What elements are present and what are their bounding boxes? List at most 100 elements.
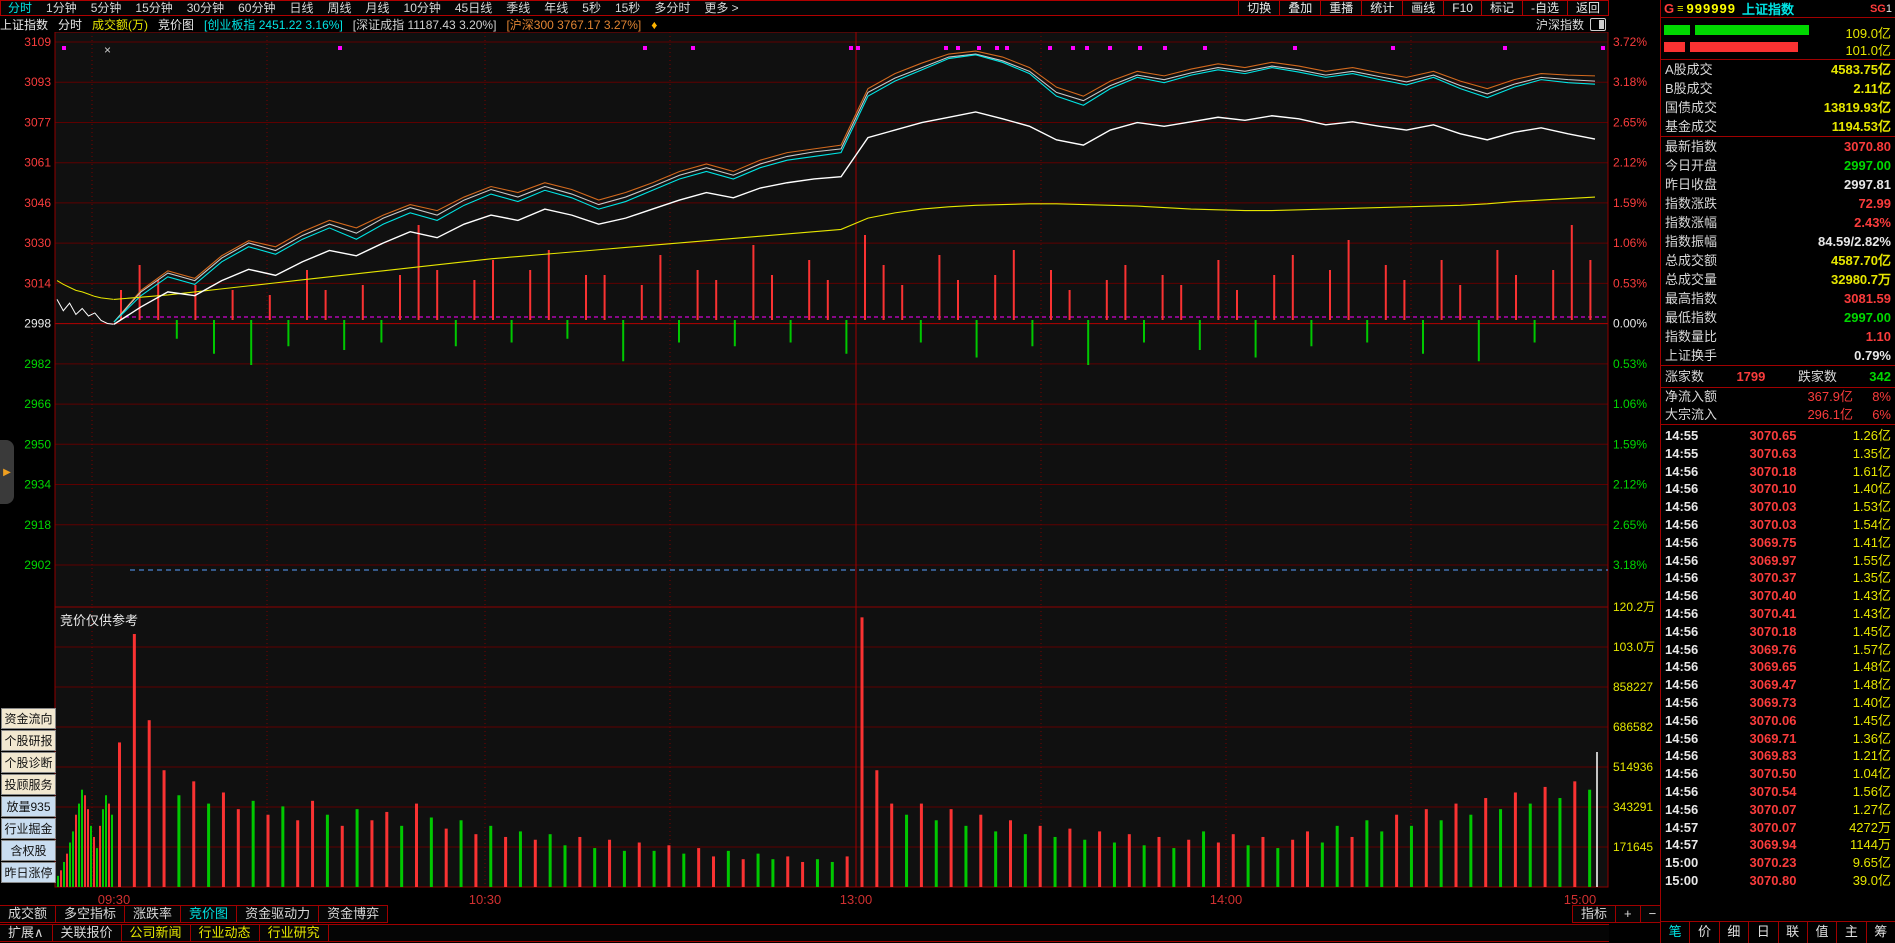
strength-bar-segment bbox=[1664, 42, 1685, 52]
period-menu-item[interactable]: 季线 bbox=[506, 1, 531, 15]
period-menu-item[interactable]: 分时 bbox=[8, 1, 33, 15]
chart-svg[interactable]: 3109 3.72% 3093 3.18% 3077 2.65% 3061 2.12% 3046… bbox=[0, 31, 1659, 907]
panel-tab[interactable]: 值 bbox=[1808, 922, 1838, 943]
tick-time: 14:56 bbox=[1665, 783, 1699, 799]
tick-price: 3069.73 bbox=[1749, 694, 1797, 710]
signal-dot bbox=[1293, 46, 1297, 50]
period-menu-item[interactable]: 年线 bbox=[544, 1, 569, 15]
bottom-tab[interactable]: 资金博弈 bbox=[319, 906, 389, 922]
stock-code: 999999 bbox=[1686, 1, 1736, 16]
toolbar-button[interactable]: 切换 bbox=[1238, 1, 1279, 15]
period-menu-item[interactable]: 5秒 bbox=[582, 1, 601, 15]
row-label: A股成交 bbox=[1665, 62, 1713, 77]
stock-name: 上证指数 bbox=[1741, 2, 1794, 17]
time-axis-label: 13:00 bbox=[840, 892, 873, 905]
bottom-tab[interactable]: 扩展∧ bbox=[0, 925, 53, 941]
buy-amount: 109.0亿 bbox=[1845, 26, 1891, 41]
tick-list[interactable]: 14:55 3070.65 1.26亿 14:55 3070.63 1.35亿 14:56 3… bbox=[1661, 425, 1895, 921]
tick-price: 3070.65 bbox=[1749, 428, 1797, 443]
left-panel-expander[interactable]: ▶ bbox=[0, 440, 14, 504]
period-menu-item[interactable]: 更多 > bbox=[704, 1, 739, 15]
quick-button[interactable]: 含权股 bbox=[1, 840, 56, 861]
quote-panel: G ≡ 999999 上证指数 SG1 109.0亿 101.0亿 A股成交 45… bbox=[1660, 0, 1895, 943]
subheader-token: 上证指数 bbox=[0, 18, 49, 32]
bottom-tab[interactable]: 竞价图 bbox=[181, 906, 238, 922]
period-menu-item[interactable]: 10分钟 bbox=[403, 1, 441, 15]
row-value: 84.59/2.82% bbox=[1817, 234, 1891, 249]
bottom-tab[interactable]: 资金驱动力 bbox=[237, 906, 320, 922]
zoom-out-button[interactable]: − bbox=[1648, 906, 1657, 921]
toolbar-button[interactable]: 叠加 bbox=[1279, 1, 1320, 15]
bottom-tab[interactable]: 行业动态 bbox=[191, 925, 260, 941]
signal-dot bbox=[338, 46, 342, 50]
overlay-toggle-icon[interactable] bbox=[1590, 18, 1606, 31]
toolbar-button[interactable]: 返回 bbox=[1566, 1, 1608, 15]
toolbar-button[interactable]: 标记 bbox=[1480, 1, 1522, 15]
bottom-tab[interactable]: 公司新闻 bbox=[122, 925, 191, 941]
row-value: 72.99 bbox=[1858, 196, 1891, 211]
period-menu-item[interactable]: 60分钟 bbox=[238, 1, 276, 15]
quick-button[interactable]: 个股研报 bbox=[1, 730, 56, 751]
strength-bar-segment bbox=[1664, 25, 1690, 35]
pct-axis-label: 2.65% bbox=[1613, 518, 1647, 532]
quick-button[interactable]: 行业掘金 bbox=[1, 818, 56, 839]
tick-price: 3070.63 bbox=[1749, 445, 1797, 461]
intraday-chart[interactable]: 3109 3.72% 3093 3.18% 3077 2.65% 3061 2.12% 3046… bbox=[0, 31, 1659, 907]
panel-tab[interactable]: 价 bbox=[1690, 922, 1720, 943]
tick-time: 14:56 bbox=[1665, 570, 1699, 586]
row-value: 1.10 bbox=[1865, 329, 1891, 344]
quick-button[interactable]: 个股诊断 bbox=[1, 752, 56, 773]
table-row: 上证换手 0.79% bbox=[1661, 346, 1895, 365]
pct-axis-label: 0.53% bbox=[1613, 276, 1647, 290]
period-menu-item[interactable]: 15分钟 bbox=[135, 1, 173, 15]
row-value: 32980.7万 bbox=[1831, 272, 1891, 287]
zoom-in-button[interactable]: + bbox=[1616, 906, 1641, 922]
toolbar-button[interactable]: 统计 bbox=[1361, 1, 1402, 15]
period-menu-item[interactable]: 多分时 bbox=[654, 1, 691, 15]
subheader-token: 分时 bbox=[58, 18, 83, 32]
panel-tab[interactable]: 联 bbox=[1779, 922, 1808, 943]
tick-price: 3070.03 bbox=[1749, 499, 1797, 515]
indicator-button[interactable]: 指标 bbox=[1573, 906, 1617, 922]
quick-button[interactable]: 放量935 bbox=[1, 796, 56, 817]
period-menu-item[interactable]: 15秒 bbox=[614, 1, 641, 15]
period-menu-item[interactable]: 45日线 bbox=[454, 1, 493, 15]
period-menu-item[interactable]: 1分钟 bbox=[46, 1, 77, 15]
bottom-tab[interactable]: 关联报价 bbox=[53, 925, 122, 941]
panel-tab[interactable]: 筹 bbox=[1874, 924, 1888, 939]
period-menu-item[interactable]: 30分钟 bbox=[186, 1, 225, 15]
quick-button[interactable]: 资金流向 bbox=[1, 708, 56, 729]
bottom-tab[interactable]: 涨跌率 bbox=[125, 906, 182, 922]
panel-tab[interactable]: 主 bbox=[1837, 922, 1867, 943]
quick-button[interactable]: 投顾服务 bbox=[1, 774, 56, 795]
toolbar-button[interactable]: F10 bbox=[1443, 1, 1481, 15]
period-menu-item[interactable]: 日线 bbox=[289, 1, 314, 15]
bottom-tabs-row2: 扩展∧ 关联报价 公司新闻 行业动态 行业研究 bbox=[0, 924, 1609, 942]
volume-axis-label: 343291 bbox=[1613, 800, 1653, 814]
panel-tab[interactable]: 笔 bbox=[1661, 922, 1691, 943]
price-axis-label: 2918 bbox=[24, 518, 51, 532]
tick-price: 3070.23 bbox=[1749, 855, 1797, 871]
table-row: 昨日收盘 2997.81 bbox=[1661, 175, 1895, 194]
panel-tab[interactable]: 细 bbox=[1720, 922, 1750, 943]
period-menu-item[interactable]: 周线 bbox=[327, 1, 352, 15]
signal-dot bbox=[1085, 46, 1089, 50]
tick-amount: 1.53亿 bbox=[1852, 499, 1891, 515]
quick-button[interactable]: 昨日涨停 bbox=[1, 862, 56, 883]
close-icon[interactable]: × bbox=[104, 43, 111, 57]
price-axis-label: 3014 bbox=[24, 276, 51, 290]
bottom-tab[interactable]: 成交额 bbox=[0, 906, 57, 922]
bottom-tab[interactable]: 多空指标 bbox=[56, 906, 126, 922]
toolbar-button[interactable]: -自选 bbox=[1521, 1, 1567, 15]
bottom-tab[interactable]: 行业研究 bbox=[260, 925, 329, 941]
period-menu-item[interactable]: 5分钟 bbox=[90, 1, 122, 15]
period-menu-item[interactable]: 月线 bbox=[365, 1, 390, 15]
panel-tab[interactable]: 日 bbox=[1749, 922, 1779, 943]
tick-row: 14:56 3069.73 1.40亿 bbox=[1661, 694, 1895, 712]
table-row: 总成交量 32980.7万 bbox=[1661, 270, 1895, 289]
menu-icon[interactable]: ≡ bbox=[1677, 2, 1684, 15]
table-row: 指数量比 1.10 bbox=[1661, 327, 1895, 346]
toolbar-button[interactable]: 画线 bbox=[1402, 1, 1443, 15]
toolbar-button[interactable]: 重播 bbox=[1320, 1, 1361, 15]
